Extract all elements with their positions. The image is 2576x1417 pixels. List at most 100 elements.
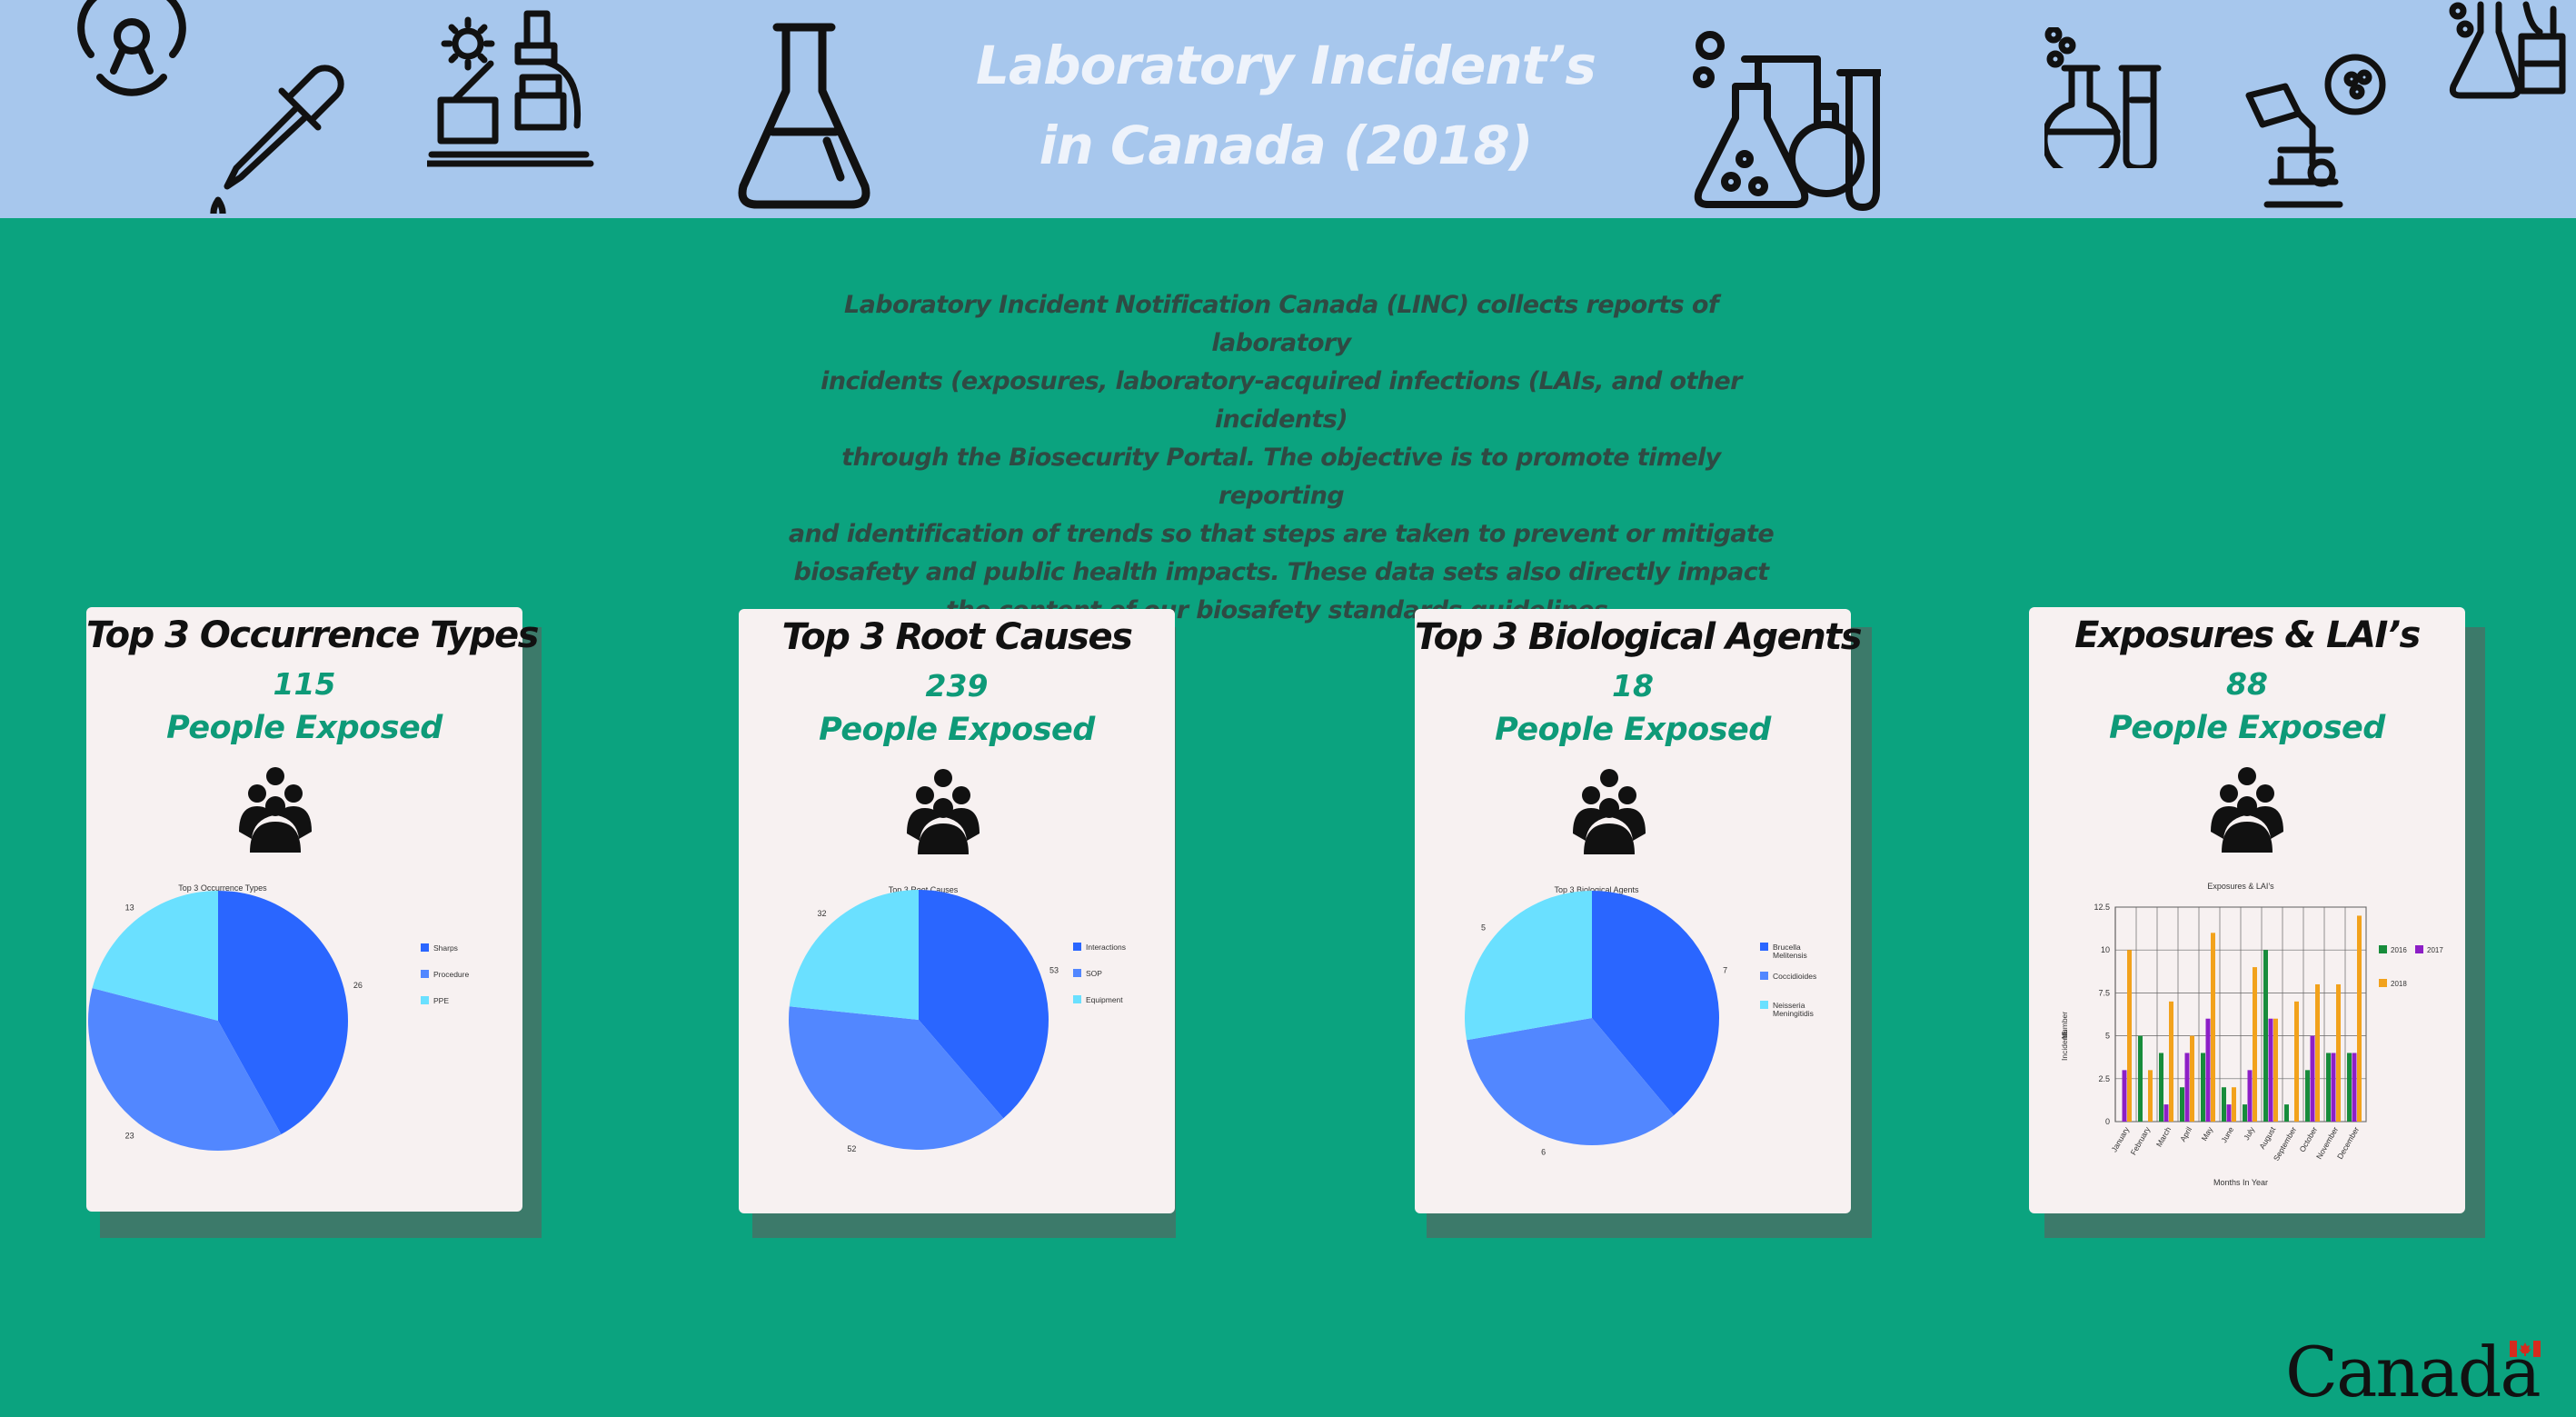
intro-line: through the Biosecurity Portal. The obje…: [841, 444, 1721, 510]
bar: [2326, 1053, 2331, 1122]
chart-title: Top 3 Biological Agents: [1554, 885, 1639, 894]
page-title: Laboratory Incident’s in Canada (2018): [909, 25, 1663, 185]
bar: [2122, 1070, 2127, 1122]
pie-data-label: 6: [1541, 1148, 1546, 1157]
legend-label: Meningitidis: [1773, 1009, 1814, 1018]
legend-swatch: [421, 943, 429, 952]
chart-title: Top 3 Root Causes: [889, 885, 959, 894]
bar: [2222, 1087, 2226, 1122]
pie-slice: [92, 891, 218, 1021]
legend-swatch: [1073, 995, 1081, 1003]
card-title: Top 3 Root Causes: [781, 616, 1133, 658]
bar: [2253, 967, 2257, 1122]
y-tick-label: 0: [2105, 1117, 2110, 1126]
bar: [2211, 933, 2215, 1122]
people-group-icon: [2209, 766, 2285, 856]
legend-label: Melitensis: [1773, 951, 1807, 960]
bar-chart-exposures-lais: Exposures & LAI’s 0 2.5 5 7.5 10 12.5 JanuaryFe…: [2060, 882, 2443, 1187]
pie-slice: [88, 988, 282, 1151]
legend-swatch: [421, 996, 429, 1004]
chemistry-apparatus-icon: [1690, 23, 1881, 214]
x-tick-label: March: [2154, 1125, 2173, 1149]
bar: [2138, 1035, 2143, 1122]
x-tick-label: June: [2219, 1125, 2235, 1144]
pie-chart-biological-agents: Top 3 Biological Agents 7 6 5 BrucellaMelite…: [1465, 885, 1816, 1157]
card-title: Top 3 Occurrence Types: [86, 614, 539, 656]
legend-swatch: [1760, 972, 1768, 980]
bar: [2184, 1053, 2190, 1122]
pie-chart-root-causes: Top 3 Root Causes 53 52 32 Interactions SOP Eq…: [789, 885, 1126, 1153]
x-tick-label: January: [2109, 1124, 2131, 1153]
beakers-icon: [2449, 0, 2576, 100]
x-tick-label: April: [2178, 1125, 2193, 1143]
pie-data-label: 13: [125, 903, 134, 912]
intro-line: biosafety and public health impacts. The…: [793, 558, 1770, 586]
bar: [2310, 1035, 2315, 1122]
legend-swatch: [1760, 943, 1768, 951]
bar: [2273, 1018, 2278, 1122]
canada-flag-icon: [2510, 1341, 2541, 1361]
bar: [2268, 1018, 2273, 1122]
title-line-1: Laboratory Incident’s: [976, 35, 1596, 96]
card-exposures-lais: Exposures & LAI’s 88 People Exposed Expo…: [2029, 607, 2465, 1213]
bar: [2190, 1035, 2194, 1122]
legend-swatch: [2415, 945, 2423, 953]
card-occurrence-types: Top 3 Occurrence Types 115 People Expose…: [86, 607, 539, 1212]
legend-label: PPE: [433, 996, 449, 1005]
card-title: Top 3 Biological Agents: [1415, 616, 1863, 658]
intro-paragraph: Laboratory Incident Notification Canada …: [781, 286, 1781, 630]
y-axis-label: of: [2060, 1032, 2069, 1039]
bar: [2305, 1070, 2310, 1122]
y-tick-label: 7.5: [2098, 988, 2110, 997]
x-tick-label: May: [2200, 1124, 2215, 1143]
title-line-2: in Canada (2018): [1039, 115, 1534, 176]
pie-slice: [218, 891, 348, 1135]
legend-swatch: [1073, 969, 1081, 977]
y-tick-label: 12.5: [2094, 903, 2110, 912]
legend-swatch: [2379, 945, 2387, 953]
legend-swatch: [421, 970, 429, 978]
legend-label: SOP: [1086, 969, 1102, 978]
people-exposed-label: People Exposed: [819, 712, 1095, 748]
y-tick-label: 10: [2101, 945, 2110, 954]
people-exposed-count: 239: [925, 668, 989, 704]
card-title: Exposures & LAI’s: [2074, 614, 2421, 656]
people-group-icon: [1571, 768, 1647, 858]
bar: [2127, 950, 2132, 1122]
erlenmeyer-flask-icon: [736, 23, 872, 214]
bar: [2284, 1104, 2289, 1122]
y-axis-label: Incidents: [2060, 1030, 2069, 1061]
legend-swatch: [2379, 979, 2387, 987]
legend-swatch: [1073, 943, 1081, 951]
pie-slice: [789, 1006, 1004, 1150]
dropper-icon: [195, 59, 350, 214]
legend-label: 2018: [2391, 980, 2407, 988]
intro-line: Laboratory Incident Notification Canada …: [844, 291, 1719, 357]
biohazard-icon: [50, 0, 214, 100]
bar: [2315, 983, 2320, 1122]
bar: [2263, 950, 2268, 1122]
people-exposed-label: People Exposed: [2109, 710, 2385, 746]
bar: [2226, 1104, 2232, 1122]
bar: [2352, 1053, 2357, 1122]
bar: [2205, 1018, 2211, 1122]
bar: [2347, 1053, 2352, 1122]
y-axis-label: Number: [2060, 1012, 2069, 1039]
flask-tube-icon: [2044, 27, 2163, 168]
bar: [2243, 1104, 2247, 1122]
pie-data-label: 52: [847, 1144, 856, 1153]
pie-data-label: 7: [1723, 966, 1727, 975]
bar: [2148, 1070, 2153, 1122]
chart-title: Exposures & LAI’s: [2207, 882, 2274, 891]
people-exposed-label: People Exposed: [166, 710, 443, 746]
legend-label: Interactions: [1086, 943, 1126, 952]
pie-data-label: 5: [1481, 923, 1486, 933]
card-biological-agents: Top 3 Biological Agents 18 People Expose…: [1415, 609, 1863, 1213]
pie-slice: [1465, 891, 1592, 1041]
legend-label: Sharps: [433, 943, 458, 953]
microscope-petri-icon: [2244, 50, 2390, 214]
pie-chart-occurrence-types: Top 3 Occurrence Types 26 23 13 Sharps Proced…: [88, 883, 469, 1151]
legend-label: Equipment: [1086, 995, 1123, 1004]
x-tick-label: February: [2129, 1124, 2153, 1156]
pie-slice: [919, 890, 1049, 1119]
